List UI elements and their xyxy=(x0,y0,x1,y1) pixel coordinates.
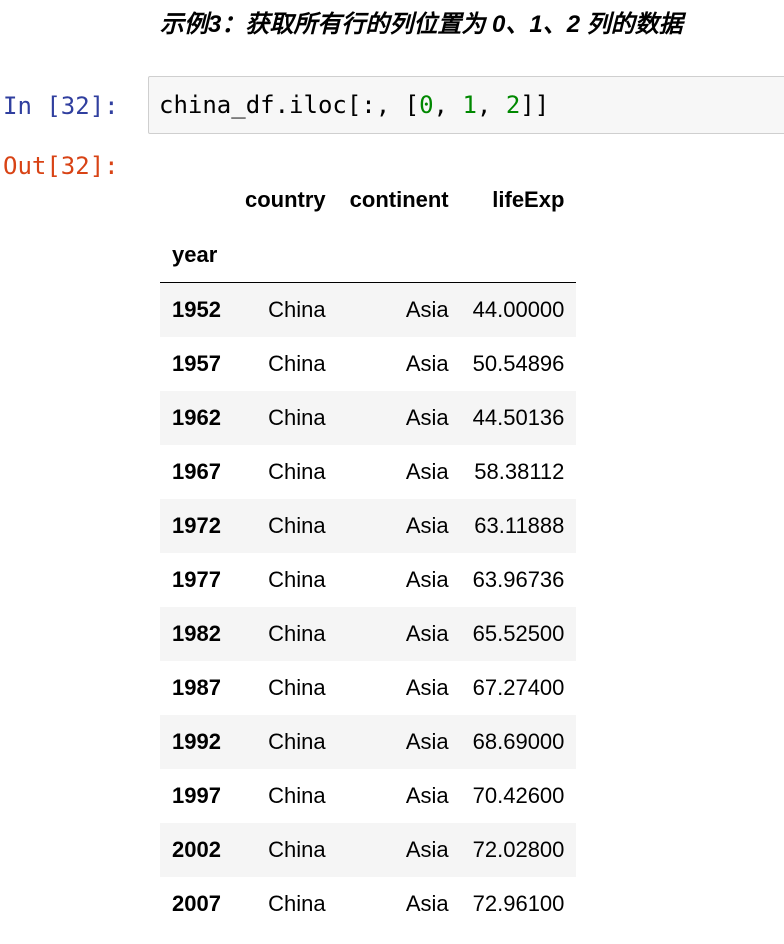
cell-country: China xyxy=(268,729,326,754)
table-row: 1962 China Asia 44.50136 xyxy=(160,391,577,445)
cell-continent: Asia xyxy=(405,405,449,430)
cell-continent: Asia xyxy=(405,459,449,484)
cell-country: China xyxy=(268,513,326,538)
row-index: 1972 xyxy=(172,513,221,538)
code-text: china_df.iloc[:, [ xyxy=(159,91,420,119)
cell-lifeexp: 63.96736 xyxy=(472,567,565,592)
section-heading: 示例3：获取所有行的列位置为 0、1、2 列的数据 xyxy=(160,11,683,38)
dataframe-table: country continent lifeExp year 1952 Chin… xyxy=(160,172,577,931)
cell-country: China xyxy=(268,405,326,430)
cell-continent: Asia xyxy=(405,675,449,700)
code-cell[interactable]: china_df.iloc[:, [0, 1, 2]] xyxy=(148,76,784,134)
table-row: 1982 China Asia 65.52500 xyxy=(160,607,577,661)
column-header-row: country continent lifeExp xyxy=(160,172,576,228)
cell-continent: Asia xyxy=(405,567,449,592)
input-prompt: In [32]: xyxy=(3,92,119,120)
code-number: 0 xyxy=(419,91,434,119)
cell-country: China xyxy=(268,351,326,376)
code-text: , xyxy=(476,91,506,119)
row-index: 1977 xyxy=(172,567,221,592)
code-line[interactable]: china_df.iloc[:, [0, 1, 2]] xyxy=(159,90,549,120)
cell-lifeexp: 58.38112 xyxy=(474,459,565,484)
cell-lifeexp: 72.02800 xyxy=(472,837,565,862)
row-index: 1952 xyxy=(172,297,221,322)
row-index: 2002 xyxy=(172,837,221,862)
cell-lifeexp: 44.00000 xyxy=(472,297,565,322)
cell-country: China xyxy=(268,567,326,592)
cell-continent: Asia xyxy=(405,729,449,754)
cell-country: China xyxy=(268,621,326,646)
cell-country: China xyxy=(268,297,326,322)
table-row: 1992 China Asia 68.69000 xyxy=(160,715,577,769)
cell-continent: Asia xyxy=(405,783,449,808)
table-row: 1987 China Asia 67.27400 xyxy=(160,661,577,715)
column-header-blank xyxy=(160,172,233,228)
cell-lifeexp: 72.96100 xyxy=(472,891,565,916)
cell-country: China xyxy=(268,459,326,484)
cell-lifeexp: 68.69000 xyxy=(472,729,565,754)
row-index: 2007 xyxy=(172,891,221,916)
cell-country: China xyxy=(268,891,326,916)
cell-country: China xyxy=(268,837,326,862)
table-row: 2007 China Asia 72.96100 xyxy=(160,877,577,931)
table-row: 1997 China Asia 70.42600 xyxy=(160,769,577,823)
column-header: lifeExp xyxy=(492,187,565,212)
row-index: 1957 xyxy=(172,351,221,376)
table-row: 1977 China Asia 63.96736 xyxy=(160,553,577,607)
code-text: , xyxy=(433,91,463,119)
cell-continent: Asia xyxy=(405,351,449,376)
table-row: 1952 China Asia 44.00000 xyxy=(160,282,577,337)
row-index: 1992 xyxy=(172,729,221,754)
cell-continent: Asia xyxy=(405,837,449,862)
cell-lifeexp: 63.11888 xyxy=(474,513,565,538)
table-row: 1972 China Asia 63.11888 xyxy=(160,499,577,553)
cell-lifeexp: 67.27400 xyxy=(472,675,565,700)
code-number: 2 xyxy=(505,91,521,119)
index-name-blank xyxy=(337,228,461,283)
cell-continent: Asia xyxy=(405,513,449,538)
row-index: 1997 xyxy=(172,783,221,808)
cell-lifeexp: 44.50136 xyxy=(472,405,565,430)
table-row: 1957 China Asia 50.54896 xyxy=(160,337,577,391)
cell-lifeexp: 50.54896 xyxy=(472,351,565,376)
row-index: 1982 xyxy=(172,621,221,646)
index-name-row: year xyxy=(160,228,577,283)
cell-continent: Asia xyxy=(405,891,449,916)
cell-country: China xyxy=(268,783,326,808)
index-name: year xyxy=(160,228,233,283)
cell-continent: Asia xyxy=(405,621,449,646)
row-index: 1987 xyxy=(172,675,221,700)
cell-country: China xyxy=(268,675,326,700)
table-row: 2002 China Asia 72.02800 xyxy=(160,823,577,877)
code-text: ]] xyxy=(520,91,550,119)
output-prompt: Out[32]: xyxy=(3,152,119,180)
column-header: country xyxy=(244,187,326,212)
cell-lifeexp: 70.42600 xyxy=(472,783,565,808)
table-row: 1967 China Asia 58.38112 xyxy=(160,445,577,499)
index-name-blank xyxy=(460,228,577,283)
row-index: 1967 xyxy=(172,459,221,484)
code-number: 1 xyxy=(462,91,477,119)
index-name-blank xyxy=(232,228,338,283)
cell-lifeexp: 65.52500 xyxy=(472,621,565,646)
row-index: 1962 xyxy=(172,405,221,430)
column-header: continent xyxy=(349,187,449,212)
cell-continent: Asia xyxy=(405,297,449,322)
